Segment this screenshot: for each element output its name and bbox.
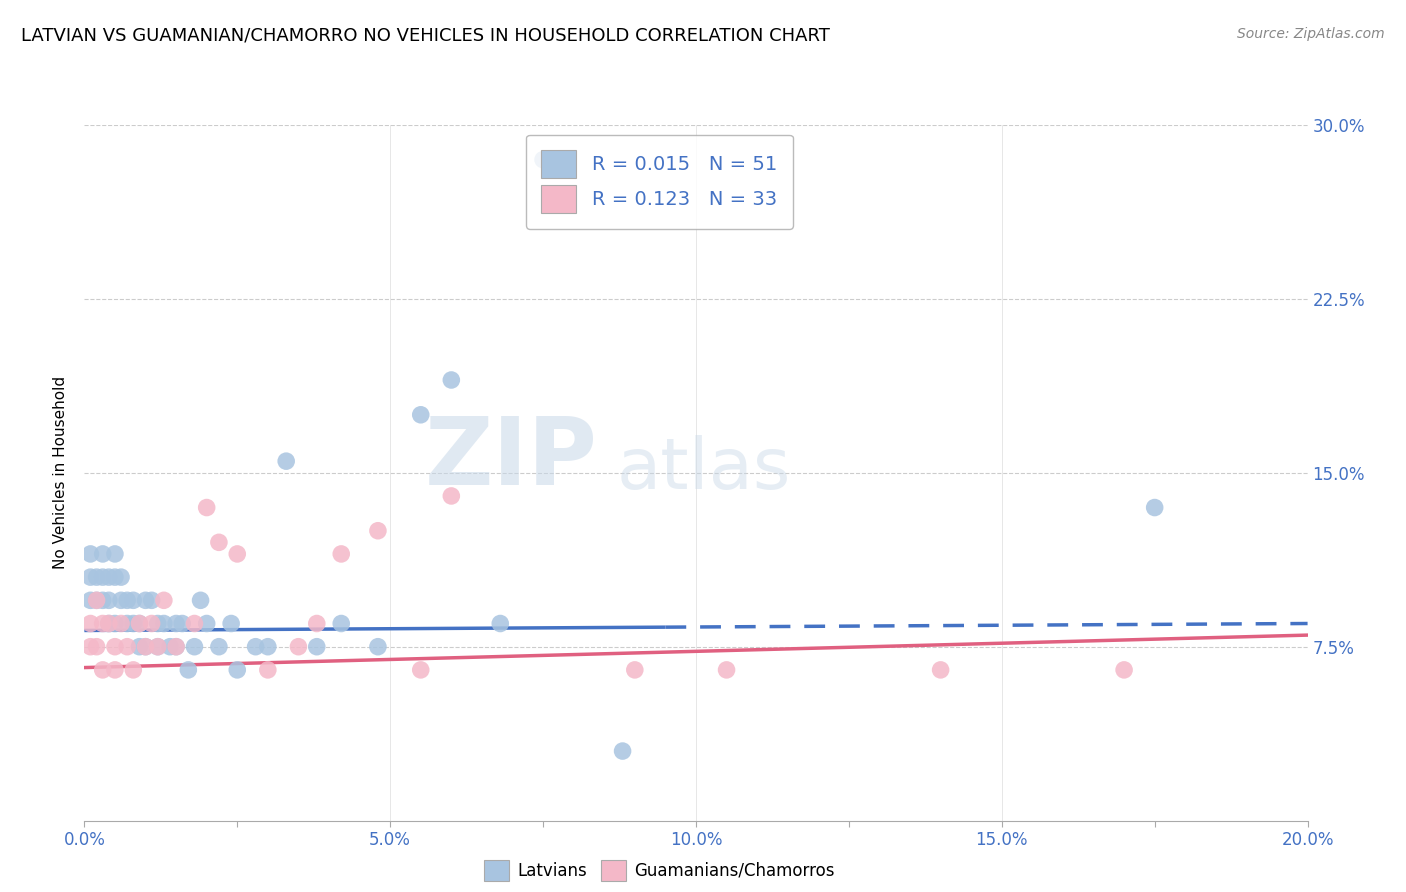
Point — [183, 616, 205, 631]
Point — [330, 547, 353, 561]
Text: atlas: atlas — [616, 434, 790, 504]
Point — [245, 640, 267, 654]
Point — [195, 500, 218, 515]
Point — [79, 593, 101, 607]
Point — [86, 640, 108, 654]
Point — [367, 640, 389, 654]
Point — [624, 663, 647, 677]
Point — [122, 616, 145, 631]
Point — [104, 640, 127, 654]
Point — [195, 616, 218, 631]
Point — [1114, 663, 1136, 677]
Point — [257, 640, 280, 654]
Point — [104, 616, 127, 631]
Point — [91, 663, 114, 677]
Y-axis label: No Vehicles in Household: No Vehicles in Household — [53, 376, 69, 569]
Point — [141, 616, 163, 631]
Point — [153, 593, 176, 607]
Point — [122, 663, 145, 677]
Point — [219, 616, 242, 631]
Point — [86, 593, 108, 607]
Point — [115, 640, 138, 654]
Text: Source: ZipAtlas.com: Source: ZipAtlas.com — [1237, 27, 1385, 41]
Point — [115, 616, 138, 631]
Point — [159, 640, 181, 654]
Point — [165, 640, 187, 654]
Point — [97, 616, 120, 631]
Point — [135, 593, 157, 607]
Point — [409, 663, 432, 677]
Point — [165, 616, 187, 631]
Point — [110, 616, 132, 631]
Point — [91, 616, 114, 631]
Point — [929, 663, 952, 677]
Point — [104, 663, 127, 677]
Point — [305, 640, 328, 654]
Point — [128, 616, 150, 631]
Point — [79, 640, 101, 654]
Point — [135, 640, 157, 654]
Point — [97, 570, 120, 584]
Point — [208, 535, 231, 549]
Point — [153, 616, 176, 631]
Point — [104, 547, 127, 561]
Point — [165, 640, 187, 654]
Point — [91, 593, 114, 607]
Point — [97, 593, 120, 607]
Point — [79, 616, 101, 631]
Point — [86, 593, 108, 607]
Point — [257, 663, 280, 677]
Point — [409, 408, 432, 422]
Point — [91, 570, 114, 584]
Point — [135, 640, 157, 654]
Point — [1143, 500, 1166, 515]
Point — [146, 640, 169, 654]
Point — [97, 616, 120, 631]
Point — [330, 616, 353, 631]
Point — [612, 744, 634, 758]
Point — [440, 373, 463, 387]
Point — [128, 640, 150, 654]
Point — [79, 547, 101, 561]
Point — [146, 616, 169, 631]
Point — [489, 616, 512, 631]
Point — [226, 547, 249, 561]
Point — [287, 640, 309, 654]
Point — [226, 663, 249, 677]
Point — [440, 489, 463, 503]
Text: ZIP: ZIP — [425, 413, 598, 505]
Point — [110, 593, 132, 607]
Point — [367, 524, 389, 538]
Text: LATVIAN VS GUAMANIAN/CHAMORRO NO VEHICLES IN HOUSEHOLD CORRELATION CHART: LATVIAN VS GUAMANIAN/CHAMORRO NO VEHICLE… — [21, 27, 830, 45]
Point — [531, 153, 554, 167]
Point — [86, 570, 108, 584]
Point — [104, 570, 127, 584]
Point — [183, 640, 205, 654]
Point — [190, 593, 212, 607]
Point — [110, 570, 132, 584]
Point — [122, 593, 145, 607]
Point — [146, 640, 169, 654]
Point — [79, 570, 101, 584]
Point — [716, 663, 738, 677]
Point — [91, 547, 114, 561]
Point — [208, 640, 231, 654]
Point — [128, 616, 150, 631]
Point — [141, 593, 163, 607]
Point — [115, 593, 138, 607]
Point — [305, 616, 328, 631]
Point — [172, 616, 194, 631]
Legend: Latvians, Guamanians/Chamorros: Latvians, Guamanians/Chamorros — [475, 852, 842, 888]
Point — [276, 454, 298, 468]
Point — [177, 663, 200, 677]
